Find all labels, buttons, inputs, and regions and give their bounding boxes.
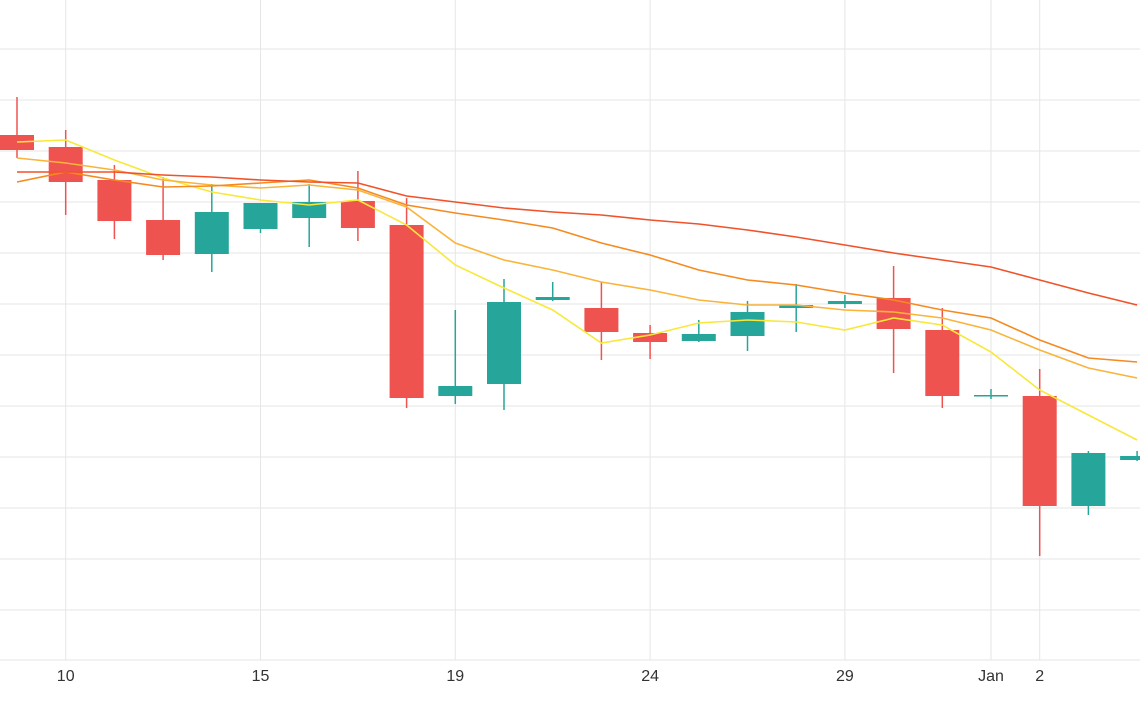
candle-body xyxy=(925,330,960,396)
candle-body xyxy=(779,305,814,308)
x-tick-label: 2 xyxy=(1035,668,1044,685)
candle-body xyxy=(584,308,619,332)
candle-body xyxy=(535,297,570,300)
ma-line xyxy=(16,157,1138,379)
x-tick-label: 19 xyxy=(446,668,464,685)
candle-body xyxy=(194,212,229,254)
x-tick-label: 15 xyxy=(252,668,270,685)
candle-body xyxy=(389,225,424,398)
x-tick-label: 24 xyxy=(641,668,659,685)
candle-body xyxy=(146,220,181,255)
candle-body xyxy=(292,202,327,218)
candle-body xyxy=(340,201,375,228)
candle-body xyxy=(438,386,473,396)
candle-body xyxy=(633,333,668,342)
candle-body xyxy=(974,395,1008,397)
candle-body xyxy=(730,312,765,336)
x-tick-label: 10 xyxy=(57,668,75,685)
candle-body xyxy=(681,334,716,341)
candle-body xyxy=(0,135,34,150)
x-tick-label: 29 xyxy=(836,668,854,685)
ma-line xyxy=(17,171,1138,306)
x-tick-label: Jan xyxy=(978,668,1004,685)
candle-body xyxy=(1071,453,1106,506)
candle-body xyxy=(1022,396,1057,506)
candle-body xyxy=(243,203,278,229)
candle-body xyxy=(827,301,862,304)
candle-body xyxy=(487,302,521,384)
ma-line xyxy=(16,171,1138,363)
candle-body xyxy=(97,180,132,221)
ma-line xyxy=(16,139,1138,441)
candle-body xyxy=(1120,456,1140,460)
